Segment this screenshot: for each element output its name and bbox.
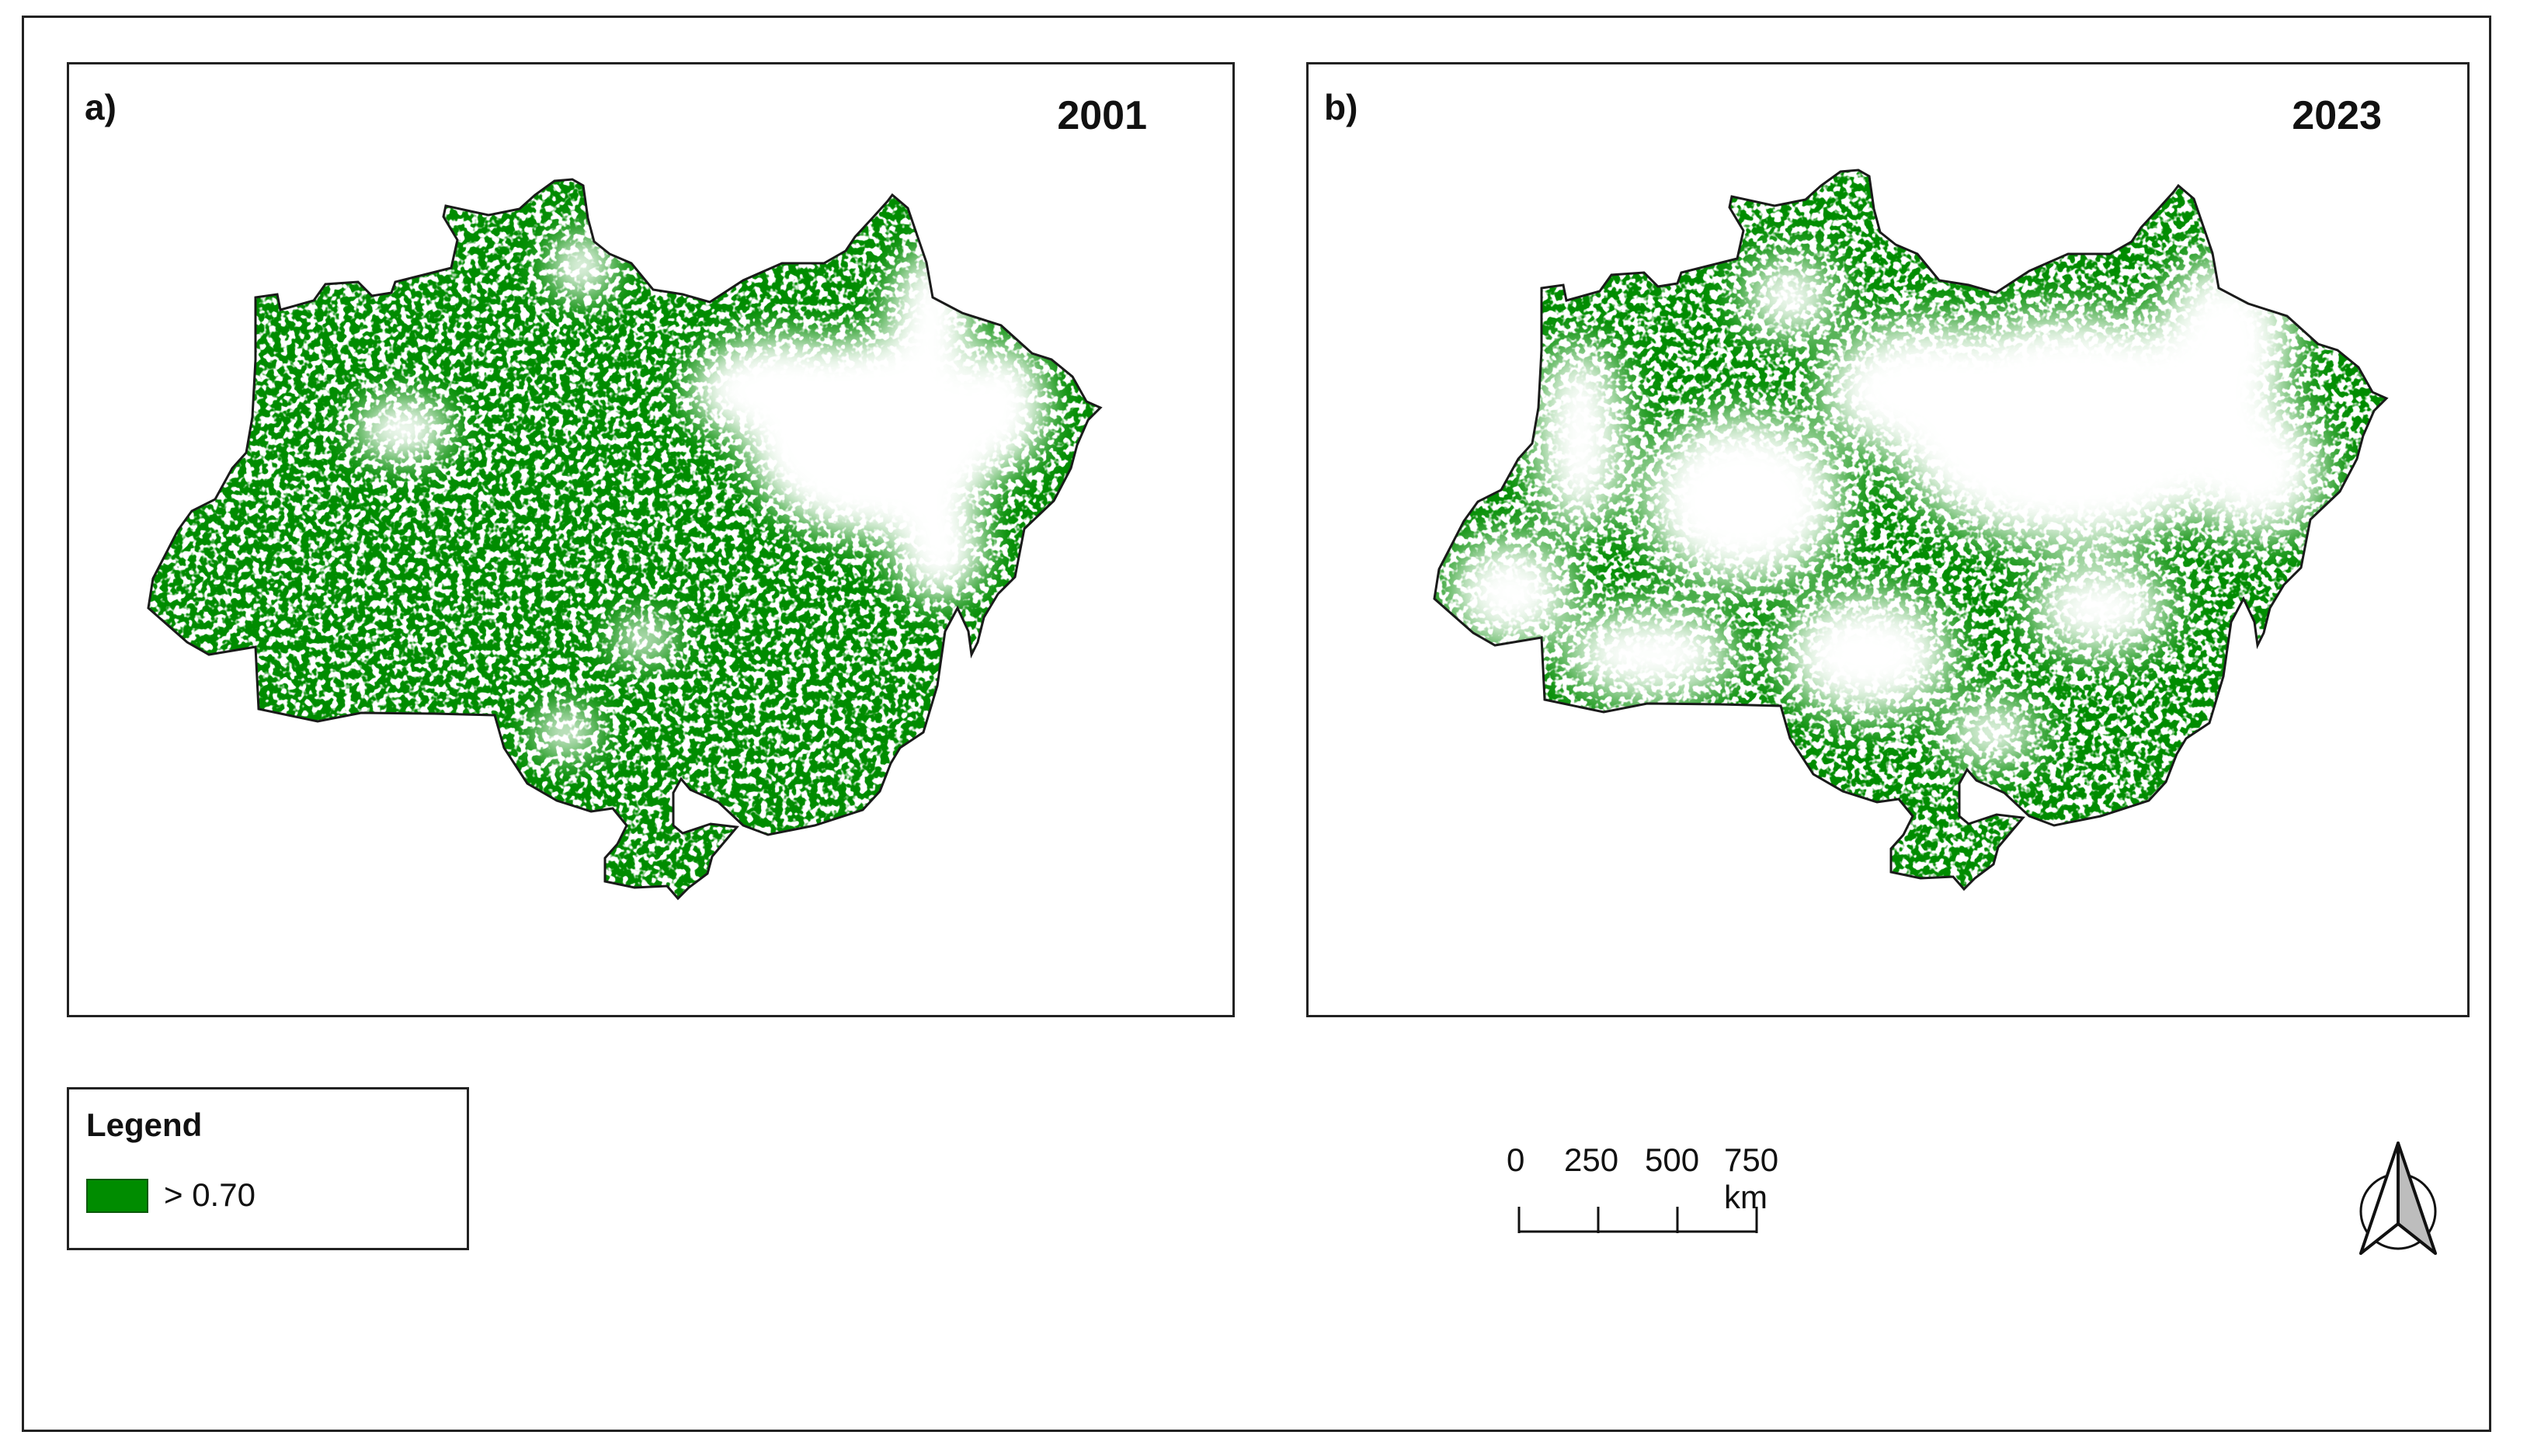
forest-cover-layer-2001 bbox=[148, 179, 1100, 898]
north-arrow-icon bbox=[2352, 1137, 2445, 1261]
panel-label-a: a) bbox=[85, 87, 116, 127]
scale-label-500: 500 bbox=[1645, 1142, 1700, 1178]
scale-label-0: 0 bbox=[1507, 1142, 1525, 1178]
legend-label-forest: > 0.70 bbox=[164, 1176, 255, 1213]
panel-year-2023: 2023 bbox=[2292, 93, 2382, 138]
legend-box: Legend > 0.70 bbox=[67, 1087, 469, 1250]
scale-label-250: 250 bbox=[1564, 1142, 1619, 1178]
scale-label-750km: 750 km bbox=[1724, 1142, 1779, 1215]
map-layout-frame bbox=[22, 16, 2491, 1432]
map-canvas-2001 bbox=[147, 178, 1102, 900]
scale-bar: 0 250 500 750 km bbox=[1507, 1142, 1778, 1242]
legend-title: Legend bbox=[86, 1107, 203, 1143]
legend-swatch-forest bbox=[86, 1179, 148, 1213]
map-panel-2023: b) 2023 bbox=[1306, 62, 2470, 1017]
forest-cover-layer-2023 bbox=[1434, 170, 2386, 889]
panel-label-b: b) bbox=[1324, 87, 1358, 127]
map-panel-2001: a) 2001 bbox=[67, 62, 1235, 1017]
panel-year-2001: 2001 bbox=[1057, 93, 1147, 138]
scale-bar-graphic bbox=[1517, 1207, 1758, 1233]
map-canvas-2023 bbox=[1433, 169, 2388, 891]
